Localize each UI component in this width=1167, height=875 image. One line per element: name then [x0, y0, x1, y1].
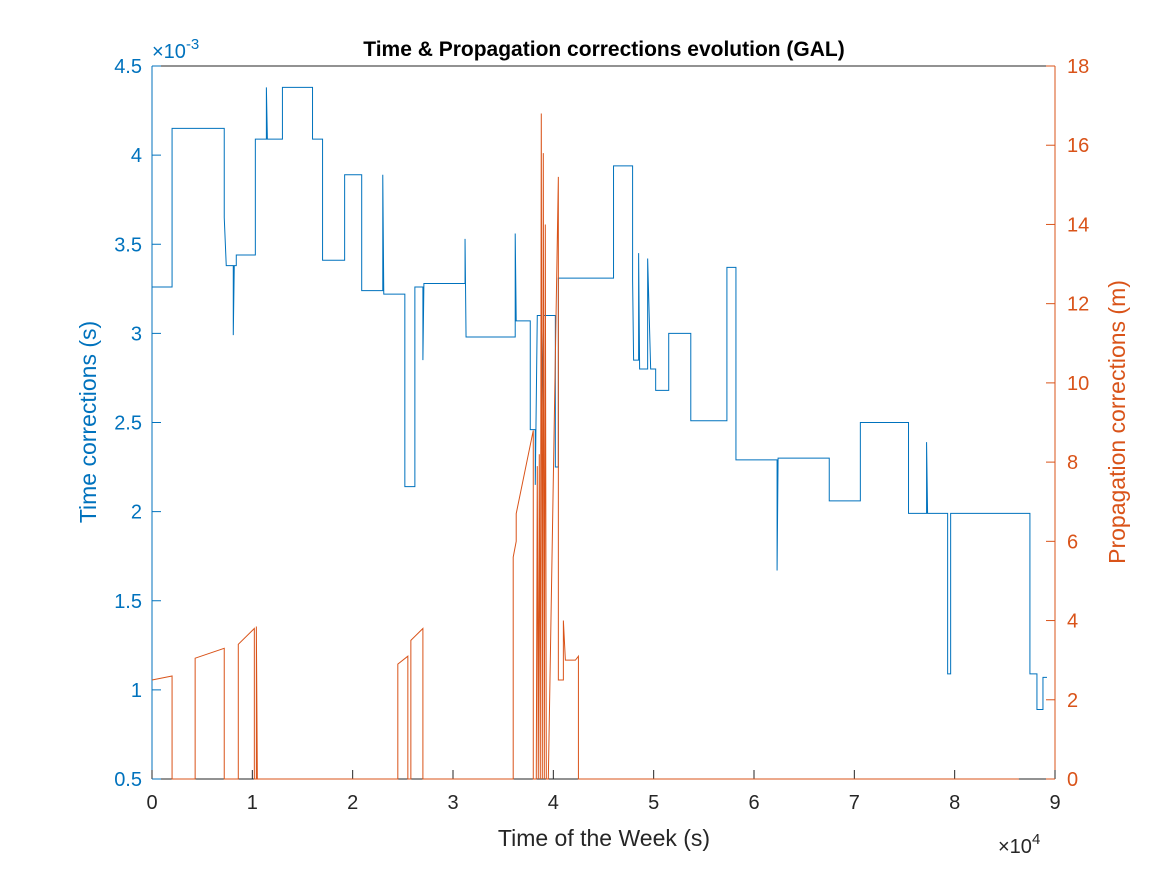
y-tick-label: 3	[131, 323, 142, 345]
y-tick-label: 3.5	[114, 234, 142, 256]
y2-tick-label: 16	[1067, 135, 1089, 157]
x-tick-label: 0	[146, 792, 157, 814]
x-multiplier: ×104	[998, 831, 1040, 858]
x-tick-label: 7	[849, 792, 860, 814]
y2-tick-label: 2	[1067, 690, 1078, 712]
y2-axis-label: Propagation corrections (m)	[1104, 280, 1130, 564]
x-tick-label: 6	[748, 792, 759, 814]
x-axis-label: Time of the Week (s)	[498, 825, 710, 851]
y-multiplier-base: ×10	[152, 41, 186, 63]
y-multiplier-power: -3	[186, 36, 199, 53]
y-tick-label: 4.5	[114, 56, 142, 78]
y-tick-label: 1.5	[114, 591, 142, 613]
y-multiplier: ×10-3	[152, 36, 199, 63]
y-axis-label: Time corrections (s)	[75, 321, 101, 523]
y-tick-label: 2.5	[114, 413, 142, 435]
y2-tick-label: 8	[1067, 452, 1078, 474]
x-tick-label: 5	[648, 792, 659, 814]
y-tick-label: 1	[131, 680, 142, 702]
y2-tick-label: 12	[1067, 294, 1089, 316]
y2-tick-label: 4	[1067, 611, 1078, 633]
y2-tick-label: 6	[1067, 531, 1078, 553]
x-tick-label: 1	[247, 792, 258, 814]
x-tick-label: 4	[548, 792, 559, 814]
y2-tick-label: 14	[1067, 214, 1089, 236]
y-tick-label: 2	[131, 502, 142, 524]
x-tick-label: 9	[1049, 792, 1060, 814]
x-tick-label: 8	[949, 792, 960, 814]
x-multiplier-power: 4	[1032, 831, 1040, 848]
y-tick-label: 4	[131, 145, 142, 167]
x-tick-label: 2	[347, 792, 358, 814]
y2-tick-label: 0	[1067, 769, 1078, 791]
chart-title: Time & Propagation corrections evolution…	[363, 38, 845, 61]
y-tick-label: 0.5	[114, 769, 142, 791]
y2-tick-label: 10	[1067, 373, 1089, 395]
series-line	[151, 113, 1019, 780]
x-multiplier-base: ×10	[998, 836, 1032, 858]
series-line	[152, 86, 1047, 710]
y2-tick-label: 18	[1067, 56, 1089, 78]
x-tick-label: 3	[447, 792, 458, 814]
